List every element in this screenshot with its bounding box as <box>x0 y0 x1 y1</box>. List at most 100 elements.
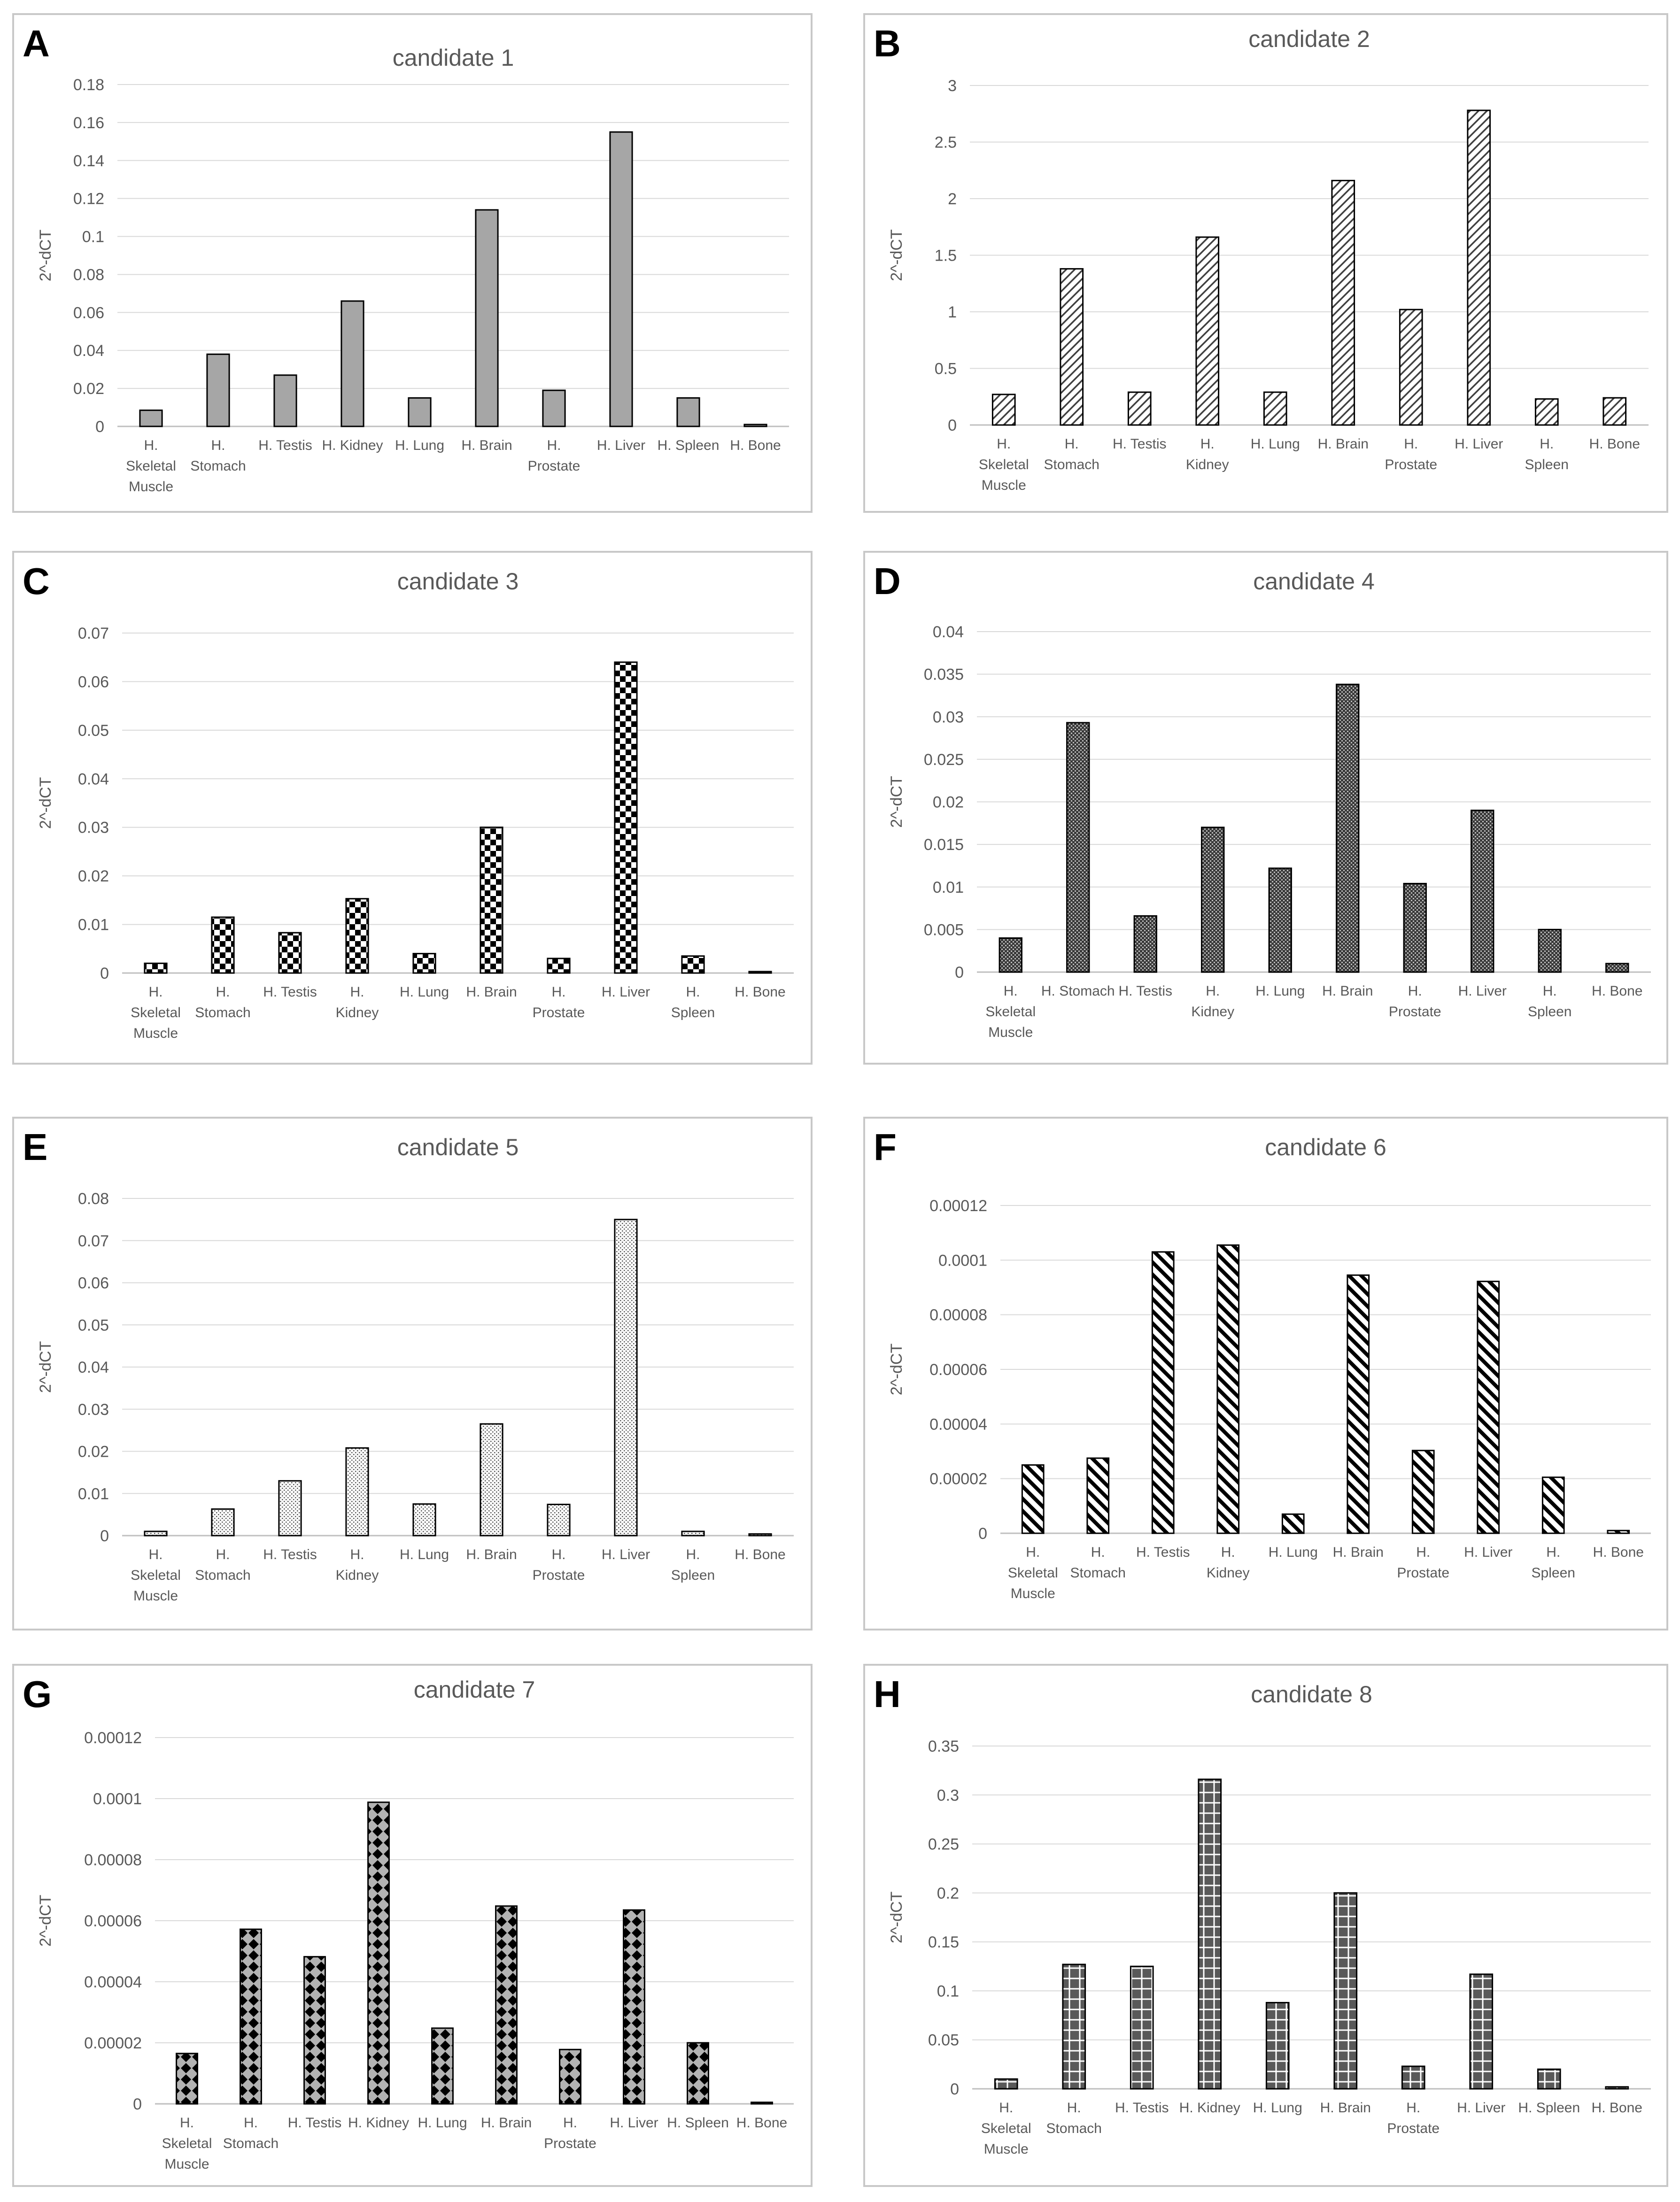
x-category-label: H. Brain <box>466 1547 517 1562</box>
panel-letter-c: C <box>23 560 50 602</box>
bar <box>412 1503 436 1537</box>
y-tick-label: 0 <box>133 2095 142 2113</box>
bar <box>547 1504 571 1537</box>
y-tick-label: 0.00006 <box>929 1361 987 1379</box>
y-tick-label: 0.035 <box>924 666 964 684</box>
bar <box>1534 398 1559 426</box>
x-category-label: H. Bone <box>1592 983 1642 999</box>
bar <box>211 916 235 974</box>
bar <box>676 397 700 427</box>
x-category-label: H. Brain <box>1333 1545 1384 1560</box>
x-category-label: H. Skeletal Muscle <box>131 984 181 1041</box>
y-tick-label: 0 <box>95 418 104 436</box>
bar <box>1607 1530 1630 1534</box>
chart-title-d: candidate 4 <box>1253 568 1375 595</box>
x-category-label: H. Stomach <box>1041 983 1115 999</box>
bar <box>559 2048 581 2105</box>
x-category-label: H. Kidney <box>1179 2100 1240 2116</box>
bar <box>1336 683 1360 973</box>
x-category-label: H. Bone <box>735 1547 785 1562</box>
y-tick-label: 2.5 <box>935 134 957 152</box>
bar <box>480 1423 503 1537</box>
x-category-label: H. Brain <box>466 984 517 1000</box>
x-category-label: H. Spleen <box>1525 436 1569 472</box>
bar <box>345 898 369 974</box>
bar <box>614 661 638 974</box>
y-tick-label: 0.03 <box>78 819 109 837</box>
bar <box>1086 1457 1110 1534</box>
x-category-label: H. Brain <box>1318 436 1369 452</box>
x-category-label: H. Liver <box>1457 2100 1505 2116</box>
y-tick-label: 0.00006 <box>84 1912 142 1930</box>
y-tick-label: 0.1 <box>82 228 104 246</box>
x-category-label: H. Skeletal Muscle <box>162 2115 212 2172</box>
bar <box>1477 1281 1500 1534</box>
bar <box>1066 722 1090 973</box>
x-category-label: H. Testis <box>288 2115 341 2131</box>
bar <box>206 353 230 427</box>
x-category-label: H. Bone <box>730 438 781 453</box>
x-category-label: H. Bone <box>1592 2100 1642 2116</box>
bar <box>1537 2068 1561 2090</box>
y-tick-label: 0.06 <box>78 673 109 691</box>
x-category-label: H. Bone <box>736 2115 787 2131</box>
y-tick-label: 0 <box>978 1525 987 1543</box>
x-category-label: H. Bone <box>735 984 785 1000</box>
y-tick-label: 0.00012 <box>84 1729 142 1747</box>
x-category-label: H. Prostate <box>1397 1545 1449 1581</box>
bar <box>1403 883 1427 973</box>
y-axis-title: 2^-dCT <box>37 230 54 281</box>
bar <box>1399 309 1423 426</box>
x-category-label: H. Spleen <box>671 984 715 1020</box>
y-tick-label: 0.04 <box>78 1359 109 1376</box>
y-tick-label: 1.5 <box>935 247 957 265</box>
bar <box>240 1928 262 2105</box>
bar <box>1263 391 1287 426</box>
x-category-label: H. Bone <box>1593 1545 1644 1560</box>
y-tick-label: 0.00008 <box>929 1306 987 1324</box>
y-tick-label: 0.02 <box>78 1443 109 1461</box>
y-axis-title: 2^-dCT <box>37 1895 54 1947</box>
bar <box>687 2042 709 2105</box>
bar <box>743 424 767 427</box>
bar <box>991 394 1016 426</box>
bar <box>609 131 633 427</box>
x-category-label: H. Spleen <box>1532 1545 1575 1581</box>
y-tick-label: 0.15 <box>928 1933 959 1951</box>
y-tick-label: 0.05 <box>78 722 109 740</box>
chart-title-e: candidate 5 <box>397 1134 519 1160</box>
bar <box>367 1801 390 2105</box>
chart-title-h: candidate 8 <box>1251 1681 1372 1708</box>
bar <box>475 209 499 427</box>
y-tick-label: 0.0001 <box>93 1790 142 1808</box>
x-category-label: H. Spleen <box>671 1547 715 1583</box>
y-tick-label: 0.12 <box>73 190 104 208</box>
bar <box>303 1956 326 2105</box>
x-category-label: H. Brain <box>461 438 512 453</box>
y-tick-label: 0.02 <box>933 794 964 811</box>
bar <box>547 958 571 974</box>
y-tick-label: 0.05 <box>928 2032 959 2049</box>
x-category-label: H. Prostate <box>1389 983 1441 1020</box>
x-category-label: H. Kidney <box>348 2115 409 2131</box>
bar <box>1538 928 1562 973</box>
bar <box>495 1905 518 2105</box>
y-tick-label: 0.025 <box>924 751 964 769</box>
y-tick-label: 0.04 <box>933 623 964 641</box>
y-tick-label: 0.25 <box>928 1836 959 1854</box>
bar <box>1201 827 1225 973</box>
bar <box>1062 1963 1086 2090</box>
x-category-label: H. Spleen <box>658 438 720 453</box>
bar <box>1333 1892 1358 2090</box>
y-axis-title: 2^-dCT <box>37 777 54 829</box>
panel-letter-b: B <box>874 23 901 64</box>
x-category-label: H. Stomach <box>1070 1545 1126 1581</box>
bar <box>614 1219 638 1537</box>
panel-letter-g: G <box>23 1673 52 1715</box>
bar <box>1127 391 1152 426</box>
